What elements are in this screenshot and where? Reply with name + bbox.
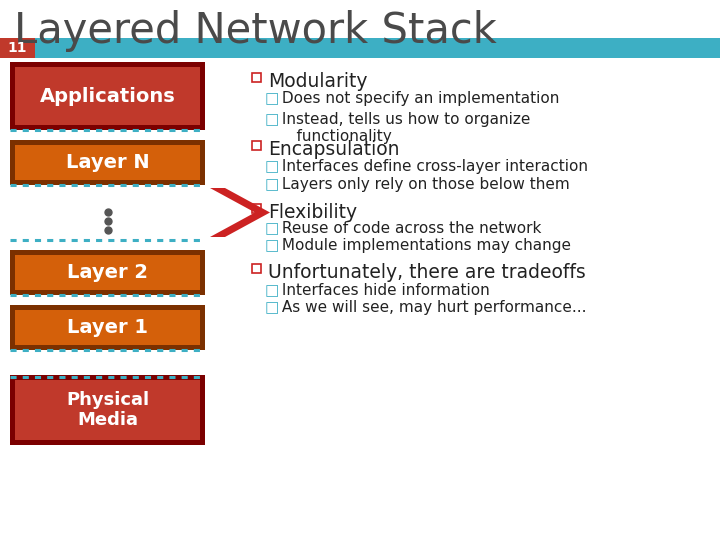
Text: Interfaces hide information: Interfaces hide information xyxy=(277,283,490,298)
Text: Applications: Applications xyxy=(40,86,176,105)
Text: Reuse of code across the network: Reuse of code across the network xyxy=(277,221,541,236)
FancyBboxPatch shape xyxy=(252,141,261,150)
FancyBboxPatch shape xyxy=(15,380,200,440)
Polygon shape xyxy=(210,188,270,237)
Text: □: □ xyxy=(265,91,279,106)
FancyBboxPatch shape xyxy=(10,140,205,185)
Text: Layer N: Layer N xyxy=(66,153,149,172)
FancyBboxPatch shape xyxy=(15,255,200,290)
Text: □: □ xyxy=(265,300,279,315)
FancyBboxPatch shape xyxy=(10,375,205,445)
Text: □: □ xyxy=(265,177,279,192)
Text: Encapsulation: Encapsulation xyxy=(268,140,400,159)
FancyBboxPatch shape xyxy=(252,73,261,82)
Text: Modularity: Modularity xyxy=(268,72,367,91)
Text: Unfortunately, there are tradeoffs: Unfortunately, there are tradeoffs xyxy=(268,263,586,282)
FancyBboxPatch shape xyxy=(252,204,261,213)
FancyBboxPatch shape xyxy=(252,264,261,273)
Text: □: □ xyxy=(265,238,279,253)
Text: As we will see, may hurt performance...: As we will see, may hurt performance... xyxy=(277,300,587,315)
Text: Does not specify an implementation: Does not specify an implementation xyxy=(277,91,559,106)
FancyBboxPatch shape xyxy=(0,38,720,58)
Text: Module implementations may change: Module implementations may change xyxy=(277,238,571,253)
FancyBboxPatch shape xyxy=(10,62,205,130)
Text: 11: 11 xyxy=(7,41,27,55)
Text: Physical
Media: Physical Media xyxy=(66,390,149,429)
Text: □: □ xyxy=(265,112,279,127)
Text: □: □ xyxy=(265,159,279,174)
Text: Flexibility: Flexibility xyxy=(268,203,357,222)
FancyBboxPatch shape xyxy=(15,310,200,345)
Text: Layered Network Stack: Layered Network Stack xyxy=(14,10,497,52)
FancyBboxPatch shape xyxy=(0,38,35,58)
Text: Layer 2: Layer 2 xyxy=(67,263,148,282)
FancyBboxPatch shape xyxy=(15,145,200,180)
FancyBboxPatch shape xyxy=(15,67,200,125)
Text: Layers only rely on those below them: Layers only rely on those below them xyxy=(277,177,570,192)
Text: Instead, tells us how to organize
    functionality: Instead, tells us how to organize functi… xyxy=(277,112,531,144)
Text: Layer 1: Layer 1 xyxy=(67,318,148,337)
Text: □: □ xyxy=(265,283,279,298)
FancyBboxPatch shape xyxy=(10,305,205,350)
Text: □: □ xyxy=(265,221,279,236)
Text: Interfaces define cross-layer interaction: Interfaces define cross-layer interactio… xyxy=(277,159,588,174)
FancyBboxPatch shape xyxy=(10,250,205,295)
